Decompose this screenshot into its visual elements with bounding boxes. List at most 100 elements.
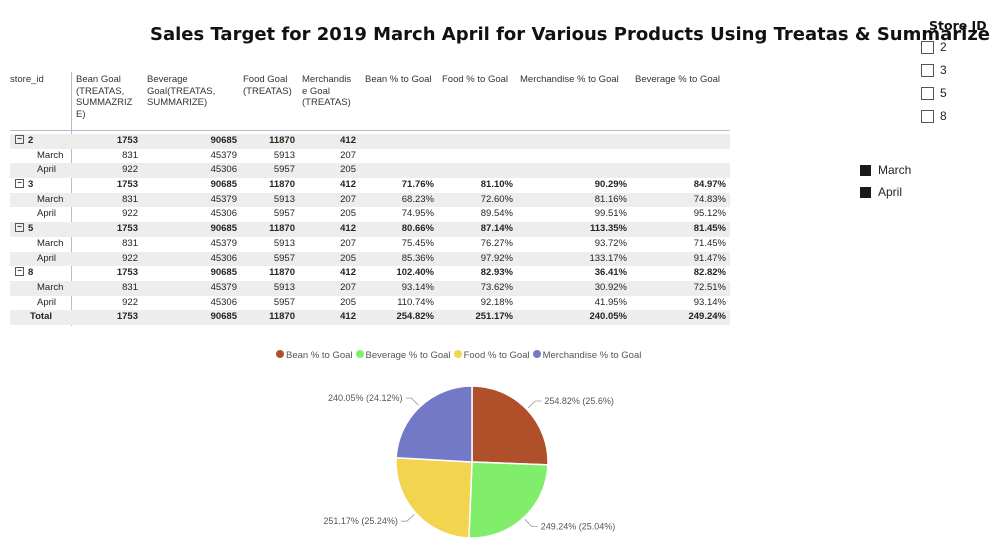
table-cell: 240.05% [589,311,627,323]
table-cell: 45306 [210,164,237,176]
table-cell: 207 [340,193,356,205]
column-header[interactable]: Beverage % to Goal [635,74,720,86]
column-header-line: Merchandis [302,74,352,85]
table-cell: 91.47% [693,252,726,264]
slicer-option[interactable]: 5 [921,86,947,102]
group-row: −5 1753 90685 11870 412 80.66% 87.14% 113.35% 81… [10,222,730,237]
pie-slice[interactable] [395,385,473,463]
table-cell: 11870 [269,267,295,279]
table-row: March 831 45379 5913 207 [10,149,730,164]
collapse-icon[interactable]: − [15,134,24,144]
slicer-option-label: 3 [940,63,947,77]
row-label-text: 2 [28,135,34,146]
slicer-option-label: 8 [940,109,947,123]
column-header-line: Food % to Goal [442,74,509,85]
data-label: 240.05% (24.12%) [328,393,403,403]
row-label-text: March [37,149,64,161]
table-cell: 922 [122,164,138,176]
legend-item[interactable]: March [860,162,911,184]
table-cell: 81.45% [693,223,726,235]
table-cell: 90685 [210,311,237,323]
pie-slice[interactable] [468,461,549,539]
table-cell: 45306 [210,252,237,264]
legend-label: March [878,163,912,177]
legend-item[interactable]: April [860,184,911,206]
table-cell: 5957 [273,164,295,176]
table-cell: 207 [340,149,356,161]
column-header-line: Bean % to Goal [365,74,432,85]
column-header-line: Beverage % to Goal [635,74,721,85]
collapse-icon[interactable]: − [15,223,24,233]
table-cell: 95.12% [693,208,726,220]
column-header[interactable]: Beverage Goal(TREATAS, SUMMARIZE) [147,74,215,109]
column-header-line: Food Goal [243,74,288,85]
pie-legend-item[interactable]: Merchandise % to Goal [532,350,642,361]
table-cell: 85.36% [401,252,434,264]
checkbox[interactable] [921,64,934,78]
row-label-text: Total [30,311,52,323]
table-cell: 93.14% [401,281,434,293]
table-cell: 82.82% [693,267,726,279]
pie-legend-item[interactable]: Bean % to Goal [276,350,353,361]
table-cell: 72.60% [480,193,513,205]
group-row: −8 1753 90685 11870 412 102.40% 82.93% 36.41% 82… [10,266,730,281]
table-cell: 205 [340,296,356,308]
table-cell: 11870 [269,135,295,146]
total-row: Total 1753 90685 11870 412 254.82% 251.17% 240.… [10,310,730,325]
data-label: 249.24% (25.04%) [541,522,616,532]
checkbox[interactable] [921,41,934,55]
table-cell: 11870 [269,179,295,191]
pie-legend-label: Bean % to Goal [286,350,353,361]
column-header[interactable]: store_id [10,74,44,86]
table-cell: 45379 [210,149,237,161]
pie-legend-item[interactable]: Food % to Goal [453,350,530,361]
legend-dot [532,350,541,359]
slicer-option[interactable]: 2 [921,40,947,56]
table-cell: 90.29% [594,179,627,191]
leader-line [524,519,538,527]
leader-line [527,400,542,409]
row-label-text: March [37,237,64,249]
column-header[interactable]: Merchandise % to Goal [520,74,619,86]
table-cell: 922 [122,252,138,264]
table-cell: 89.54% [480,208,513,220]
table-cell: 412 [340,179,356,191]
table-cell: 82.93% [480,267,513,279]
table-cell: 831 [122,149,138,161]
table-cell: 1753 [116,267,138,279]
column-header[interactable]: Food % to Goal [442,74,508,86]
table-cell: 72.51% [693,281,726,293]
pie-legend-label: Beverage % to Goal [365,350,451,361]
column-header[interactable]: Bean % to Goal [365,74,432,86]
column-header[interactable]: Bean Goal (TREATAS, SUMMAZRIZ E) [76,74,132,120]
column-header-line: (TREATAS) [302,97,351,108]
pie-legend-label: Merchandise % to Goal [542,350,642,361]
table-cell: 45379 [210,237,237,249]
column-header-line: Bean Goal [76,74,121,85]
table-cell: 5957 [273,296,295,308]
column-header[interactable]: Merchandis e Goal (TREATAS) [302,74,351,109]
column-header-line: SUMMAZRIZ [76,97,133,108]
matrix-header: store_id Bean Goal (TREATAS, SUMMAZRIZ E) Bev… [10,72,730,130]
pie-slice[interactable] [395,456,473,539]
row-label: April [37,163,56,178]
column-header[interactable]: Food Goal (TREATAS) [243,74,292,97]
checkbox[interactable] [921,87,934,101]
table-cell: 5913 [273,193,295,205]
table-cell: 249.24% [688,311,726,323]
row-label-text: April [37,164,57,176]
collapse-icon[interactable]: − [15,267,24,277]
table-cell: 831 [122,193,138,205]
table-cell: 93.72% [594,237,627,249]
table-cell: 5913 [273,237,295,249]
table-cell: 74.83% [693,193,726,205]
pie-legend-item[interactable]: Beverage % to Goal [355,350,451,361]
collapse-icon[interactable]: − [15,179,24,189]
slicer-option[interactable]: 8 [921,109,947,125]
table-cell: 251.17% [475,311,513,323]
slicer-option[interactable]: 3 [921,63,947,79]
checkbox[interactable] [921,110,934,124]
row-label: March [37,237,63,252]
pie-slice[interactable] [471,385,549,466]
column-header-line: store_id [10,74,44,85]
